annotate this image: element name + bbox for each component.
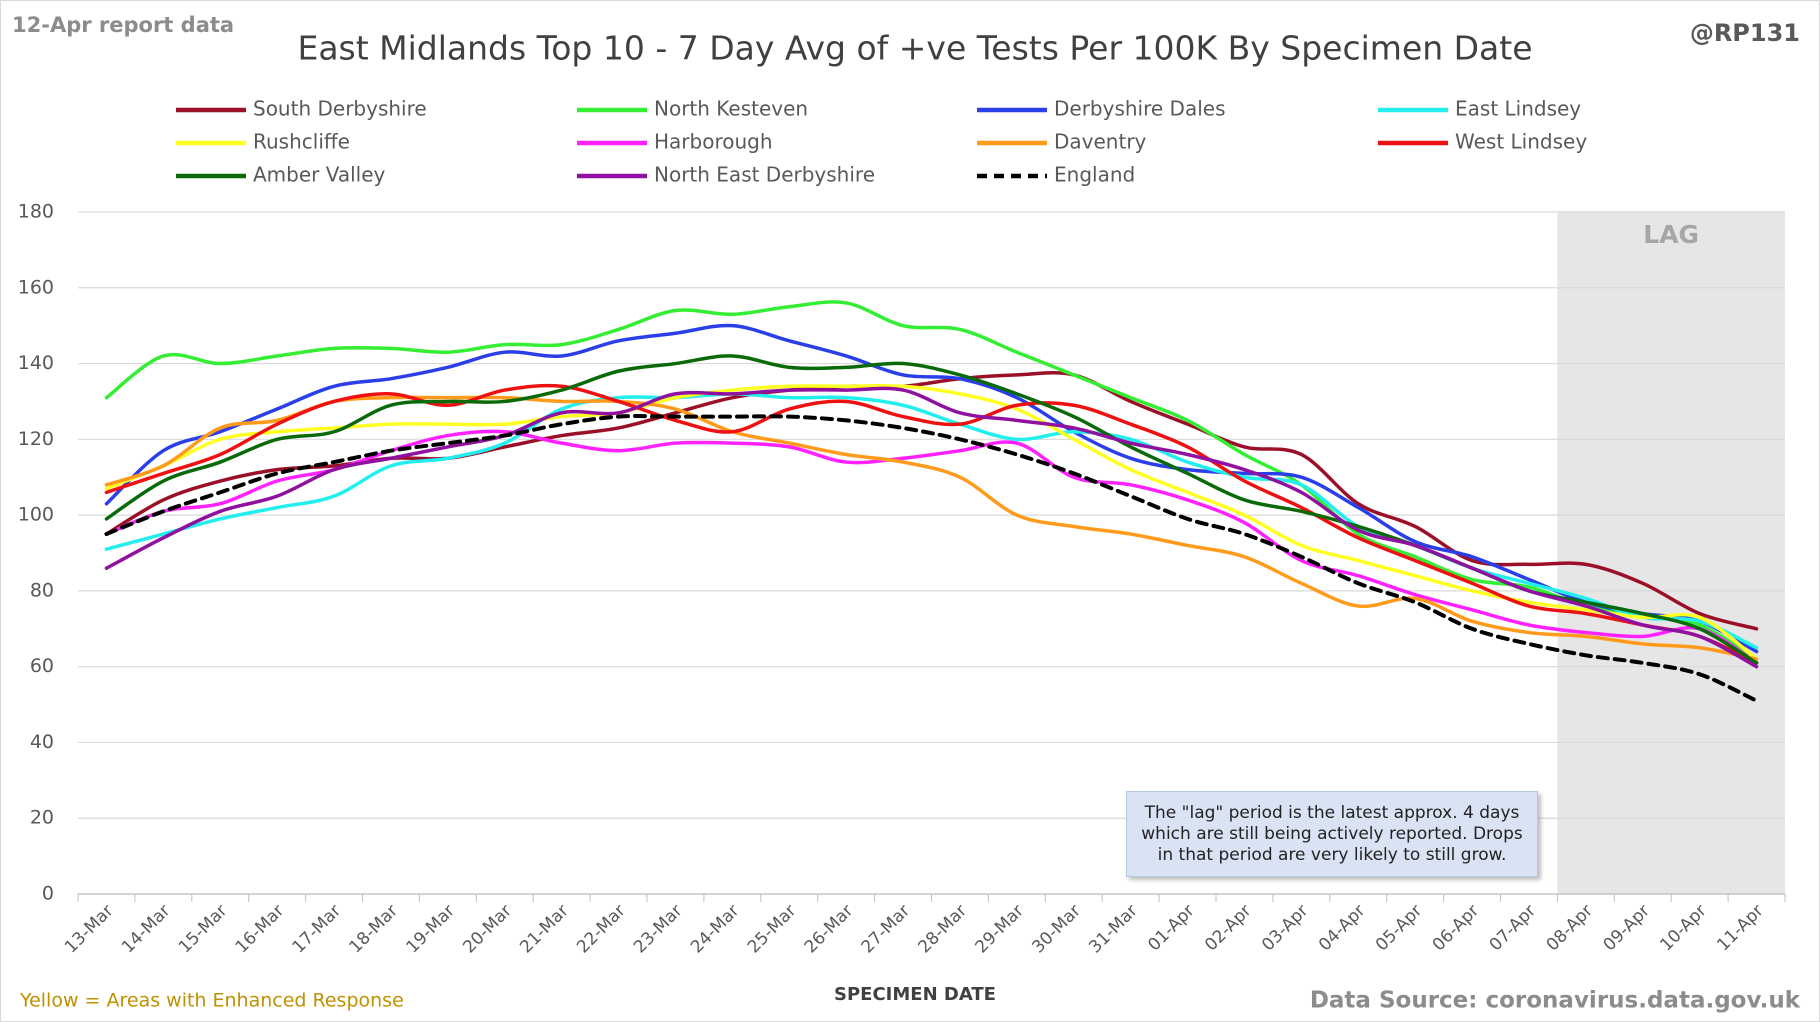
lag-label: LAG (1643, 220, 1699, 249)
footnote: Yellow = Areas with Enhanced Response (19, 990, 404, 1012)
annotation: The "lag" period is the latest approx. 4… (1126, 791, 1538, 877)
legend-label: Derbyshire Dales (1054, 97, 1226, 121)
series-line (104, 323, 1759, 654)
legend-label: East Lindsey (1455, 97, 1581, 121)
source: Data Source: coronavirus.data.gov.uk (1310, 988, 1801, 1014)
legend-label: West Lindsey (1455, 130, 1587, 154)
chart-title: East Midlands Top 10 - 7 Day Avg of +ve … (297, 29, 1532, 68)
y-tick-label: 40 (30, 731, 54, 753)
legend-label: North Kesteven (654, 97, 808, 121)
legend-label: Amber Valley (253, 163, 386, 187)
legend-label: North East Derbyshire (654, 163, 875, 187)
report-note: 12-Apr report data (12, 13, 234, 37)
y-tick-label: 140 (18, 352, 54, 374)
credit: @RP131 (1690, 19, 1800, 47)
y-tick-label: 0 (42, 883, 54, 905)
lag-region (1557, 212, 1785, 894)
series-line (104, 395, 1759, 661)
y-tick-label: 180 (18, 201, 54, 223)
legend-label: England (1054, 163, 1135, 187)
y-tick-label: 80 (30, 579, 54, 601)
legend-label: Daventry (1054, 130, 1147, 154)
y-tick-label: 60 (30, 655, 54, 677)
legend-label: South Derbyshire (253, 97, 427, 121)
legend-label: Rushcliffe (253, 130, 350, 154)
series-line (104, 386, 1759, 669)
y-tick-label: 160 (18, 276, 54, 298)
series-line (104, 383, 1759, 661)
legend-label: Harborough (654, 130, 773, 154)
x-axis-title: SPECIMEN DATE (834, 984, 996, 1005)
y-tick-label: 20 (30, 807, 54, 829)
series-line (104, 300, 1759, 661)
series-line (104, 414, 1759, 703)
y-tick-label: 120 (18, 428, 54, 450)
series-line (104, 383, 1759, 665)
y-tick-label: 100 (18, 504, 54, 526)
